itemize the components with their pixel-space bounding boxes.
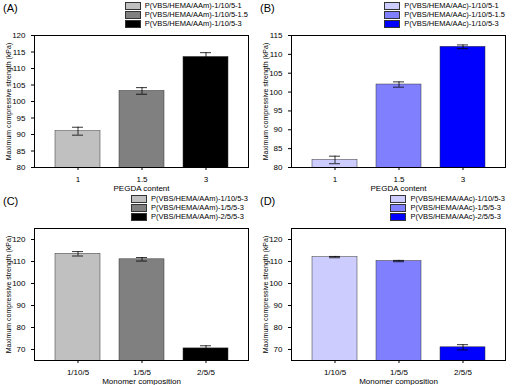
html-text:P(VBS/HEMA/AAc)-2/5/5-3: P(VBS/HEMA/AAc)-2/5/5-3 (410, 212, 501, 221)
html-text:P(VBS/HEMA/AAc)-1/10/5-3: P(VBS/HEMA/AAc)-1/10/5-3 (410, 194, 505, 203)
svg-text:90: 90 (274, 301, 283, 310)
svg-text:95: 95 (17, 114, 26, 123)
svg-text:90: 90 (17, 130, 26, 139)
svg-text:100: 100 (12, 97, 26, 106)
html-text:(B): (B) (260, 2, 275, 14)
svg-text:2/5/5: 2/5/5 (197, 368, 215, 377)
svg-text:3: 3 (204, 175, 209, 184)
svg-text:Monomer composition: Monomer composition (359, 377, 438, 385)
svg-text:70: 70 (274, 345, 283, 354)
html-text:P(VBS/HEMA/AAm)-1/10/5-3: P(VBS/HEMA/AAm)-1/10/5-3 (144, 19, 242, 28)
svg-text:Maximum compressive strength (: Maximum compressive strength (kPa) (5, 43, 13, 160)
svg-text:110: 110 (270, 50, 283, 59)
svg-text:PEGDA content: PEGDA content (113, 184, 170, 193)
html-text:(D): (D) (260, 195, 276, 207)
svg-text:1: 1 (333, 175, 338, 184)
html-text:P(VBS/HEMA/AAm)-1/5/5-3: P(VBS/HEMA/AAm)-1/5/5-3 (150, 203, 244, 212)
html-text:(A): (A) (3, 2, 18, 14)
svg-text:120: 120 (269, 235, 283, 244)
svg-text:80: 80 (274, 323, 283, 332)
svg-text:100: 100 (12, 279, 26, 288)
svg-text:80: 80 (17, 163, 26, 172)
svg-text:1/10/5: 1/10/5 (67, 368, 90, 377)
svg-text:120: 120 (12, 235, 26, 244)
svg-text:120: 120 (12, 31, 26, 40)
svg-text:85: 85 (274, 144, 283, 153)
svg-text:85: 85 (17, 147, 26, 156)
svg-text:Maximum compressive strength (: Maximum compressive strength (kPa) (5, 236, 13, 353)
html-text:P(VBS/HEMA/AAm)-1/10/5-3: P(VBS/HEMA/AAm)-1/10/5-3 (150, 194, 248, 203)
svg-text:105: 105 (269, 69, 283, 78)
svg-text:105: 105 (12, 81, 26, 90)
svg-text:70: 70 (17, 345, 26, 354)
svg-text:1/5/5: 1/5/5 (133, 368, 151, 378)
svg-text:Maximum compressive strength (: Maximum compressive strength (kPa) (262, 236, 270, 353)
svg-text:100: 100 (269, 88, 283, 97)
svg-text:115: 115 (13, 48, 26, 57)
html-text:P(VBS/HEMA/AAm)-1/10/5-1.5: P(VBS/HEMA/AAm)-1/10/5-1.5 (144, 10, 248, 19)
html-text:(C): (C) (3, 195, 19, 207)
html-text:P(VBS/HEMA/AAc)-1/10/5-1: P(VBS/HEMA/AAc)-1/10/5-1 (404, 1, 499, 10)
svg-text:110: 110 (270, 257, 283, 266)
svg-text:80: 80 (17, 323, 26, 332)
svg-text:1/10/5: 1/10/5 (324, 368, 347, 377)
html-text:P(VBS/HEMA/AAm)-2/5/5-3: P(VBS/HEMA/AAm)-2/5/5-3 (150, 212, 244, 221)
svg-text:1/5/5: 1/5/5 (390, 368, 408, 378)
svg-text:Maximum compressive strength (: Maximum compressive strength (kPa) (262, 43, 270, 160)
svg-text:80: 80 (274, 163, 283, 172)
svg-text:90: 90 (17, 301, 26, 310)
html-text:P(VBS/HEMA/AAc)-1/5/5-3: P(VBS/HEMA/AAc)-1/5/5-3 (410, 203, 501, 212)
svg-text:100: 100 (269, 279, 283, 288)
svg-text:90: 90 (274, 125, 283, 134)
svg-text:110: 110 (13, 257, 26, 266)
svg-text:95: 95 (274, 106, 283, 115)
svg-text:115: 115 (270, 31, 283, 40)
html-text:P(VBS/HEMA/AAc)-1/10/5-1.5: P(VBS/HEMA/AAc)-1/10/5-1.5 (404, 10, 505, 19)
html-text:P(VBS/HEMA/AAm)-1/10/5-1: P(VBS/HEMA/AAm)-1/10/5-1 (144, 1, 242, 10)
svg-text:PEGDA content: PEGDA content (370, 184, 427, 193)
html-text:P(VBS/HEMA/AAc)-1/10/5-3: P(VBS/HEMA/AAc)-1/10/5-3 (404, 19, 499, 28)
svg-text:1: 1 (76, 175, 81, 184)
svg-text:110: 110 (13, 64, 26, 73)
svg-text:3: 3 (461, 175, 466, 184)
svg-text:2/5/5: 2/5/5 (454, 368, 472, 377)
svg-text:1.5: 1.5 (136, 175, 148, 185)
svg-text:Monomer composition: Monomer composition (102, 377, 181, 385)
svg-text:1.5: 1.5 (393, 175, 405, 185)
